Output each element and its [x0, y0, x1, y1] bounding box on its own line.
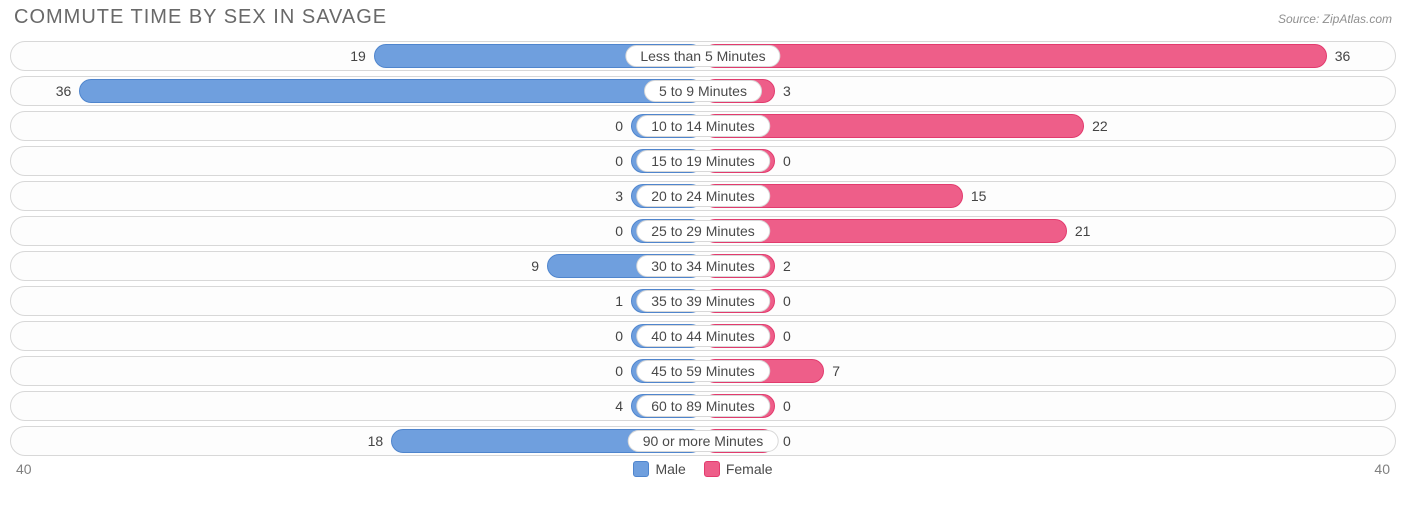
category-label: Less than 5 Minutes	[625, 45, 780, 67]
value-male: 4	[615, 392, 623, 420]
chart-row: 4 0 60 to 89 Minutes	[10, 391, 1396, 421]
value-male: 0	[615, 217, 623, 245]
category-label: 20 to 24 Minutes	[636, 185, 770, 207]
chart-rows: 1936Less than 5 Minutes3635 to 9 Minutes…	[10, 41, 1396, 456]
category-label: 10 to 14 Minutes	[636, 115, 770, 137]
legend-item-female: Female	[704, 461, 773, 477]
legend-label-female: Female	[726, 461, 773, 477]
value-female: 22	[1092, 112, 1108, 140]
value-female: 0	[783, 392, 791, 420]
value-female: 7	[832, 357, 840, 385]
category-label: 90 or more Minutes	[628, 430, 779, 452]
chart-row: 0 21 25 to 29 Minutes	[10, 216, 1396, 246]
value-male: 19	[350, 42, 366, 70]
chart-container: Commute Time by Sex in Savage Source: Zi…	[0, 0, 1406, 481]
chart-row: 0 22 10 to 14 Minutes	[10, 111, 1396, 141]
value-male: 36	[56, 77, 72, 105]
chart-row: 18 090 or more Minutes	[10, 426, 1396, 456]
value-female: 2	[783, 252, 791, 280]
bar-male	[79, 79, 703, 103]
chart-row: 19 36 Less than 5 Minutes	[10, 41, 1396, 71]
bar-female	[703, 44, 1327, 68]
value-male: 3	[615, 182, 623, 210]
value-male: 9	[531, 252, 539, 280]
category-label: 30 to 34 Minutes	[636, 255, 770, 277]
category-label: 25 to 29 Minutes	[636, 220, 770, 242]
legend-swatch-female	[704, 461, 720, 477]
category-label: 45 to 59 Minutes	[636, 360, 770, 382]
category-label: 5 to 9 Minutes	[644, 80, 762, 102]
chart-row: 0 0 15 to 19 Minutes	[10, 146, 1396, 176]
chart-row: 0 0 40 to 44 Minutes	[10, 321, 1396, 351]
chart-row: 9 2 30 to 34 Minutes	[10, 251, 1396, 281]
value-male: 0	[615, 147, 623, 175]
value-female: 0	[783, 427, 791, 455]
chart-footer: 40 Male Female 40	[10, 461, 1396, 477]
value-female: 15	[971, 182, 987, 210]
legend-item-male: Male	[633, 461, 685, 477]
category-label: 40 to 44 Minutes	[636, 325, 770, 347]
value-male: 18	[368, 427, 384, 455]
chart-header: Commute Time by Sex in Savage Source: Zi…	[10, 6, 1396, 29]
legend-label-male: Male	[655, 461, 685, 477]
legend-swatch-male	[633, 461, 649, 477]
legend: Male Female	[633, 461, 772, 477]
chart-row: 1 0 35 to 39 Minutes	[10, 286, 1396, 316]
value-male: 0	[615, 357, 623, 385]
value-female: 36	[1335, 42, 1351, 70]
category-label: 60 to 89 Minutes	[636, 395, 770, 417]
value-female: 0	[783, 287, 791, 315]
value-female: 0	[783, 322, 791, 350]
chart-source: Source: ZipAtlas.com	[1278, 12, 1392, 26]
value-female: 3	[783, 77, 791, 105]
value-male: 1	[615, 287, 623, 315]
chart-row: 36 3 5 to 9 Minutes	[10, 76, 1396, 106]
value-male: 0	[615, 112, 623, 140]
value-male: 0	[615, 322, 623, 350]
value-female: 21	[1075, 217, 1091, 245]
chart-title: Commute Time by Sex in Savage	[14, 6, 387, 29]
chart-row: 3 15 20 to 24 Minutes	[10, 181, 1396, 211]
axis-max-left: 40	[16, 461, 32, 477]
axis-max-right: 40	[1374, 461, 1390, 477]
chart-row: 0 7 45 to 59 Minutes	[10, 356, 1396, 386]
category-label: 15 to 19 Minutes	[636, 150, 770, 172]
category-label: 35 to 39 Minutes	[636, 290, 770, 312]
value-female: 0	[783, 147, 791, 175]
